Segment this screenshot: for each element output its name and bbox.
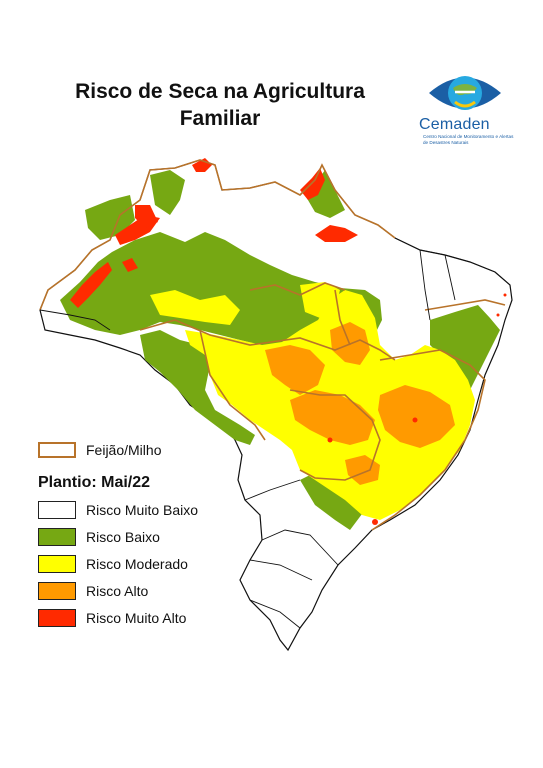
legend-row-high: Risco Alto (38, 581, 148, 601)
legend-boundary-row: Feijão/Milho (38, 440, 161, 460)
risk-very-high-rr (135, 205, 158, 228)
risk-low-amapa (305, 170, 345, 218)
legend-swatch-very-high (38, 609, 76, 627)
risk-low-east (430, 305, 500, 390)
legend-row-low: Risco Baixo (38, 527, 160, 547)
legend-boundary-swatch (38, 442, 76, 458)
risk-very-high-spot-4 (503, 293, 507, 297)
logo-brand-name: Cemaden (419, 116, 490, 133)
legend-swatch-low (38, 528, 76, 546)
legend-boundary-label: Feijão/Milho (86, 442, 162, 458)
risk-low-northwest (85, 195, 135, 240)
risk-low-north (60, 232, 382, 355)
legend-swatch-moderate (38, 555, 76, 573)
legend-label-moderate: Risco Moderado (86, 556, 188, 572)
map-title-line-2: Familiar (179, 107, 261, 130)
risk-high-sp (345, 455, 380, 485)
eye-globe-icon (429, 76, 501, 110)
risk-low-roraima (150, 170, 185, 215)
risk-very-high-amazonas (70, 262, 112, 308)
legend-swatch-high (38, 582, 76, 600)
state-borders (39, 237, 511, 629)
legend-row-moderate: Risco Moderado (38, 554, 188, 574)
risk-very-high-ap (300, 168, 325, 200)
legend-label-high: Risco Alto (86, 583, 149, 599)
legend-row-very-high: Risco Muito Alto (38, 608, 186, 628)
feijao-milho-boundary (39, 159, 506, 531)
legend-label-low: Risco Baixo (86, 529, 160, 545)
risk-high-mt (265, 345, 325, 395)
risk-very-high-spot-1 (372, 519, 378, 525)
legend-swatch-very-low (38, 501, 76, 519)
risk-moderate-north (150, 290, 240, 325)
map-title-line-1: Risco de Seca na Agricultura (75, 80, 365, 103)
legend-label-very-high: Risco Muito Alto (86, 610, 187, 626)
legend-row-very-low: Risco Muito Baixo (38, 500, 198, 520)
risk-very-high-am-small (122, 258, 138, 272)
risk-very-high-spot-5 (496, 313, 500, 317)
map-title: Risco de Seca na Agricultura Familiar (40, 78, 400, 132)
legend-period-label: Plantio: Mai/22 (38, 474, 151, 491)
cemaden-logo: Cemaden Centro Nacional de Monitoramento… (415, 70, 515, 150)
risk-high-mg (378, 385, 455, 448)
logo-subtitle: Centro Nacional de Monitoramento e Alert… (423, 134, 514, 145)
risk-very-high-pa-east (315, 225, 358, 242)
legend-label-very-low: Risco Muito Baixo (86, 502, 199, 518)
risk-low-west (140, 330, 255, 445)
risk-very-high-spot-2 (327, 437, 333, 443)
risk-very-high-spot-3 (412, 417, 418, 423)
